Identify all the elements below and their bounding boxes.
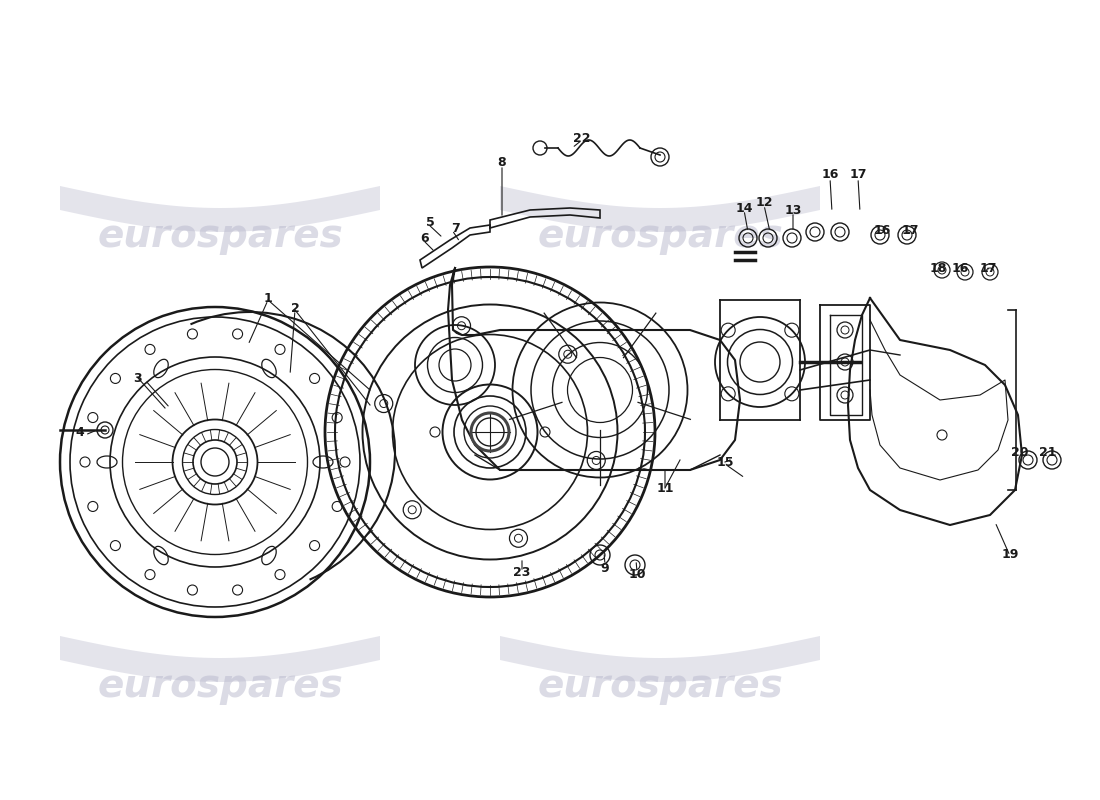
Text: 19: 19: [1001, 549, 1019, 562]
Text: 13: 13: [784, 203, 802, 217]
Text: 10: 10: [628, 569, 646, 582]
Text: 7: 7: [451, 222, 460, 234]
Text: eurospares: eurospares: [537, 667, 783, 705]
Text: 18: 18: [930, 262, 947, 274]
Text: 17: 17: [849, 169, 867, 182]
Text: eurospares: eurospares: [97, 217, 343, 255]
Text: 9: 9: [601, 562, 609, 574]
Polygon shape: [60, 636, 380, 682]
Polygon shape: [500, 186, 820, 232]
Text: 21: 21: [1040, 446, 1057, 459]
Polygon shape: [60, 186, 380, 232]
Text: 23: 23: [514, 566, 530, 578]
Text: 11: 11: [657, 482, 673, 494]
Text: 22: 22: [573, 131, 591, 145]
Text: eurospares: eurospares: [97, 667, 343, 705]
Text: 15: 15: [716, 455, 734, 469]
Text: 2: 2: [290, 302, 299, 314]
Text: 8: 8: [497, 155, 506, 169]
Text: 16: 16: [822, 169, 838, 182]
Text: 4: 4: [76, 426, 85, 439]
Text: 16: 16: [952, 262, 969, 274]
Text: eurospares: eurospares: [537, 217, 783, 255]
Text: 17: 17: [901, 223, 918, 237]
Polygon shape: [500, 636, 820, 682]
Text: 1: 1: [264, 291, 273, 305]
Text: 3: 3: [134, 371, 142, 385]
Text: 14: 14: [735, 202, 752, 214]
Text: 12: 12: [756, 195, 772, 209]
Text: 17: 17: [979, 262, 997, 274]
Text: 5: 5: [426, 215, 434, 229]
Text: 6: 6: [420, 231, 429, 245]
Text: 16: 16: [873, 223, 891, 237]
Text: 20: 20: [1011, 446, 1028, 459]
